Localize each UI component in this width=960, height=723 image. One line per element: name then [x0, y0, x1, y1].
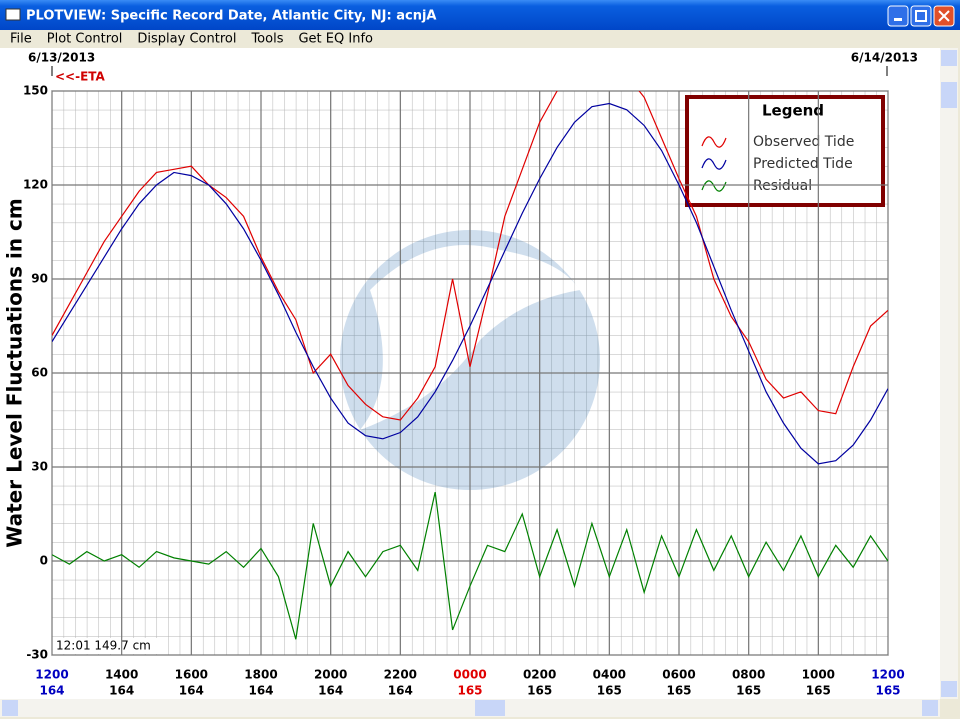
x-tick-day: 164: [388, 684, 413, 698]
minimize-button[interactable]: [887, 5, 909, 27]
legend-box: [685, 95, 885, 207]
x-tick-label: 1600: [175, 668, 208, 682]
x-tick-label: 2000: [314, 668, 347, 682]
x-tick-day: 165: [736, 684, 761, 698]
x-tick-label: 0800: [732, 668, 765, 682]
x-tick-day: 164: [179, 684, 204, 698]
x-tick-label: 1200: [871, 668, 904, 682]
legend-title: Legend: [762, 102, 824, 120]
legend: Legend Observed Tide Predicted Tide Residu…: [685, 95, 885, 207]
series-line: [52, 91, 888, 421]
menu-item[interactable]: Tools: [250, 32, 283, 47]
legend-label: Residual: [753, 178, 812, 194]
x-tick-label: 2200: [384, 668, 417, 682]
x-tick-day: 165: [666, 684, 691, 698]
v-scrollbar[interactable]: [940, 48, 958, 699]
x-tick-label: 1400: [105, 668, 138, 682]
x-tick-day: 165: [875, 684, 900, 698]
x-tick-day: 165: [527, 684, 552, 698]
x-tick-day: 165: [806, 684, 831, 698]
menu-item[interactable]: Display Control: [137, 32, 236, 47]
x-tick-day: 164: [318, 684, 343, 698]
legend-swatch: [701, 158, 727, 170]
y-tick-label: 60: [31, 366, 48, 380]
x-tick-label: 1000: [802, 668, 835, 682]
x-tick-label: 0000: [453, 668, 486, 682]
scroll-left[interactable]: [2, 700, 18, 716]
readout: 12:01 149.7 cm: [56, 639, 151, 653]
maximize-button[interactable]: [910, 5, 932, 27]
x-tick-day: 165: [597, 684, 622, 698]
y-tick-label: 30: [31, 460, 48, 474]
eta-annotation: <<-ETA: [55, 70, 106, 84]
scroll-right[interactable]: [922, 700, 938, 716]
h-scrollbar[interactable]: [0, 699, 940, 717]
x-tick-label: 0400: [593, 668, 626, 682]
scroll-down[interactable]: [941, 681, 957, 697]
legend-label: Predicted Tide: [753, 156, 853, 172]
x-tick-day: 165: [457, 684, 482, 698]
title-bar: [0, 0, 960, 30]
window-buttons: [887, 5, 955, 27]
scroll-up[interactable]: [941, 50, 957, 66]
series-group: [52, 91, 888, 640]
start-date: 6/13/2013: [28, 51, 95, 65]
y-tick-label: 0: [40, 554, 48, 568]
y-axis-label: Water Level Fluctuations in cm: [3, 198, 27, 547]
x-tick-label: 0600: [662, 668, 695, 682]
series-line: [52, 491, 888, 640]
x-tick-label: 1800: [244, 668, 277, 682]
app-icon: [5, 8, 21, 21]
menu-item[interactable]: File: [10, 32, 32, 47]
x-tick-day: 164: [248, 684, 273, 698]
legend-label: Observed Tide: [753, 134, 854, 150]
series-line: [52, 102, 888, 465]
y-tick-label: 120: [23, 178, 48, 192]
maximize-icon: [915, 10, 927, 22]
x-tick-day: 164: [109, 684, 134, 698]
minimize-icon: [894, 18, 902, 21]
legend-swatch: [701, 136, 727, 148]
h-scroll-thumb[interactable]: [475, 700, 505, 716]
readout-box: [53, 638, 161, 654]
x-tick-label: 0200: [523, 668, 556, 682]
menu-item[interactable]: Get EQ Info: [298, 32, 373, 47]
y-tick-label: 150: [23, 84, 48, 98]
close-icon: [938, 10, 950, 22]
y-tick-label: -30: [26, 648, 48, 662]
y-tick-label: 90: [31, 272, 48, 286]
menu-item[interactable]: Plot Control: [47, 32, 123, 47]
x-tick-day: 164: [39, 684, 64, 698]
v-scroll-thumb[interactable]: [941, 82, 957, 108]
legend-swatch: [701, 180, 727, 192]
menu-bar: File Plot Control Display Control Tools Get …: [10, 32, 373, 47]
x-tick-label: 1200: [35, 668, 68, 682]
window-title: PLOTVIEW: Specific Record Date, Atlantic…: [26, 9, 436, 24]
end-date: 6/14/2013: [851, 51, 918, 65]
